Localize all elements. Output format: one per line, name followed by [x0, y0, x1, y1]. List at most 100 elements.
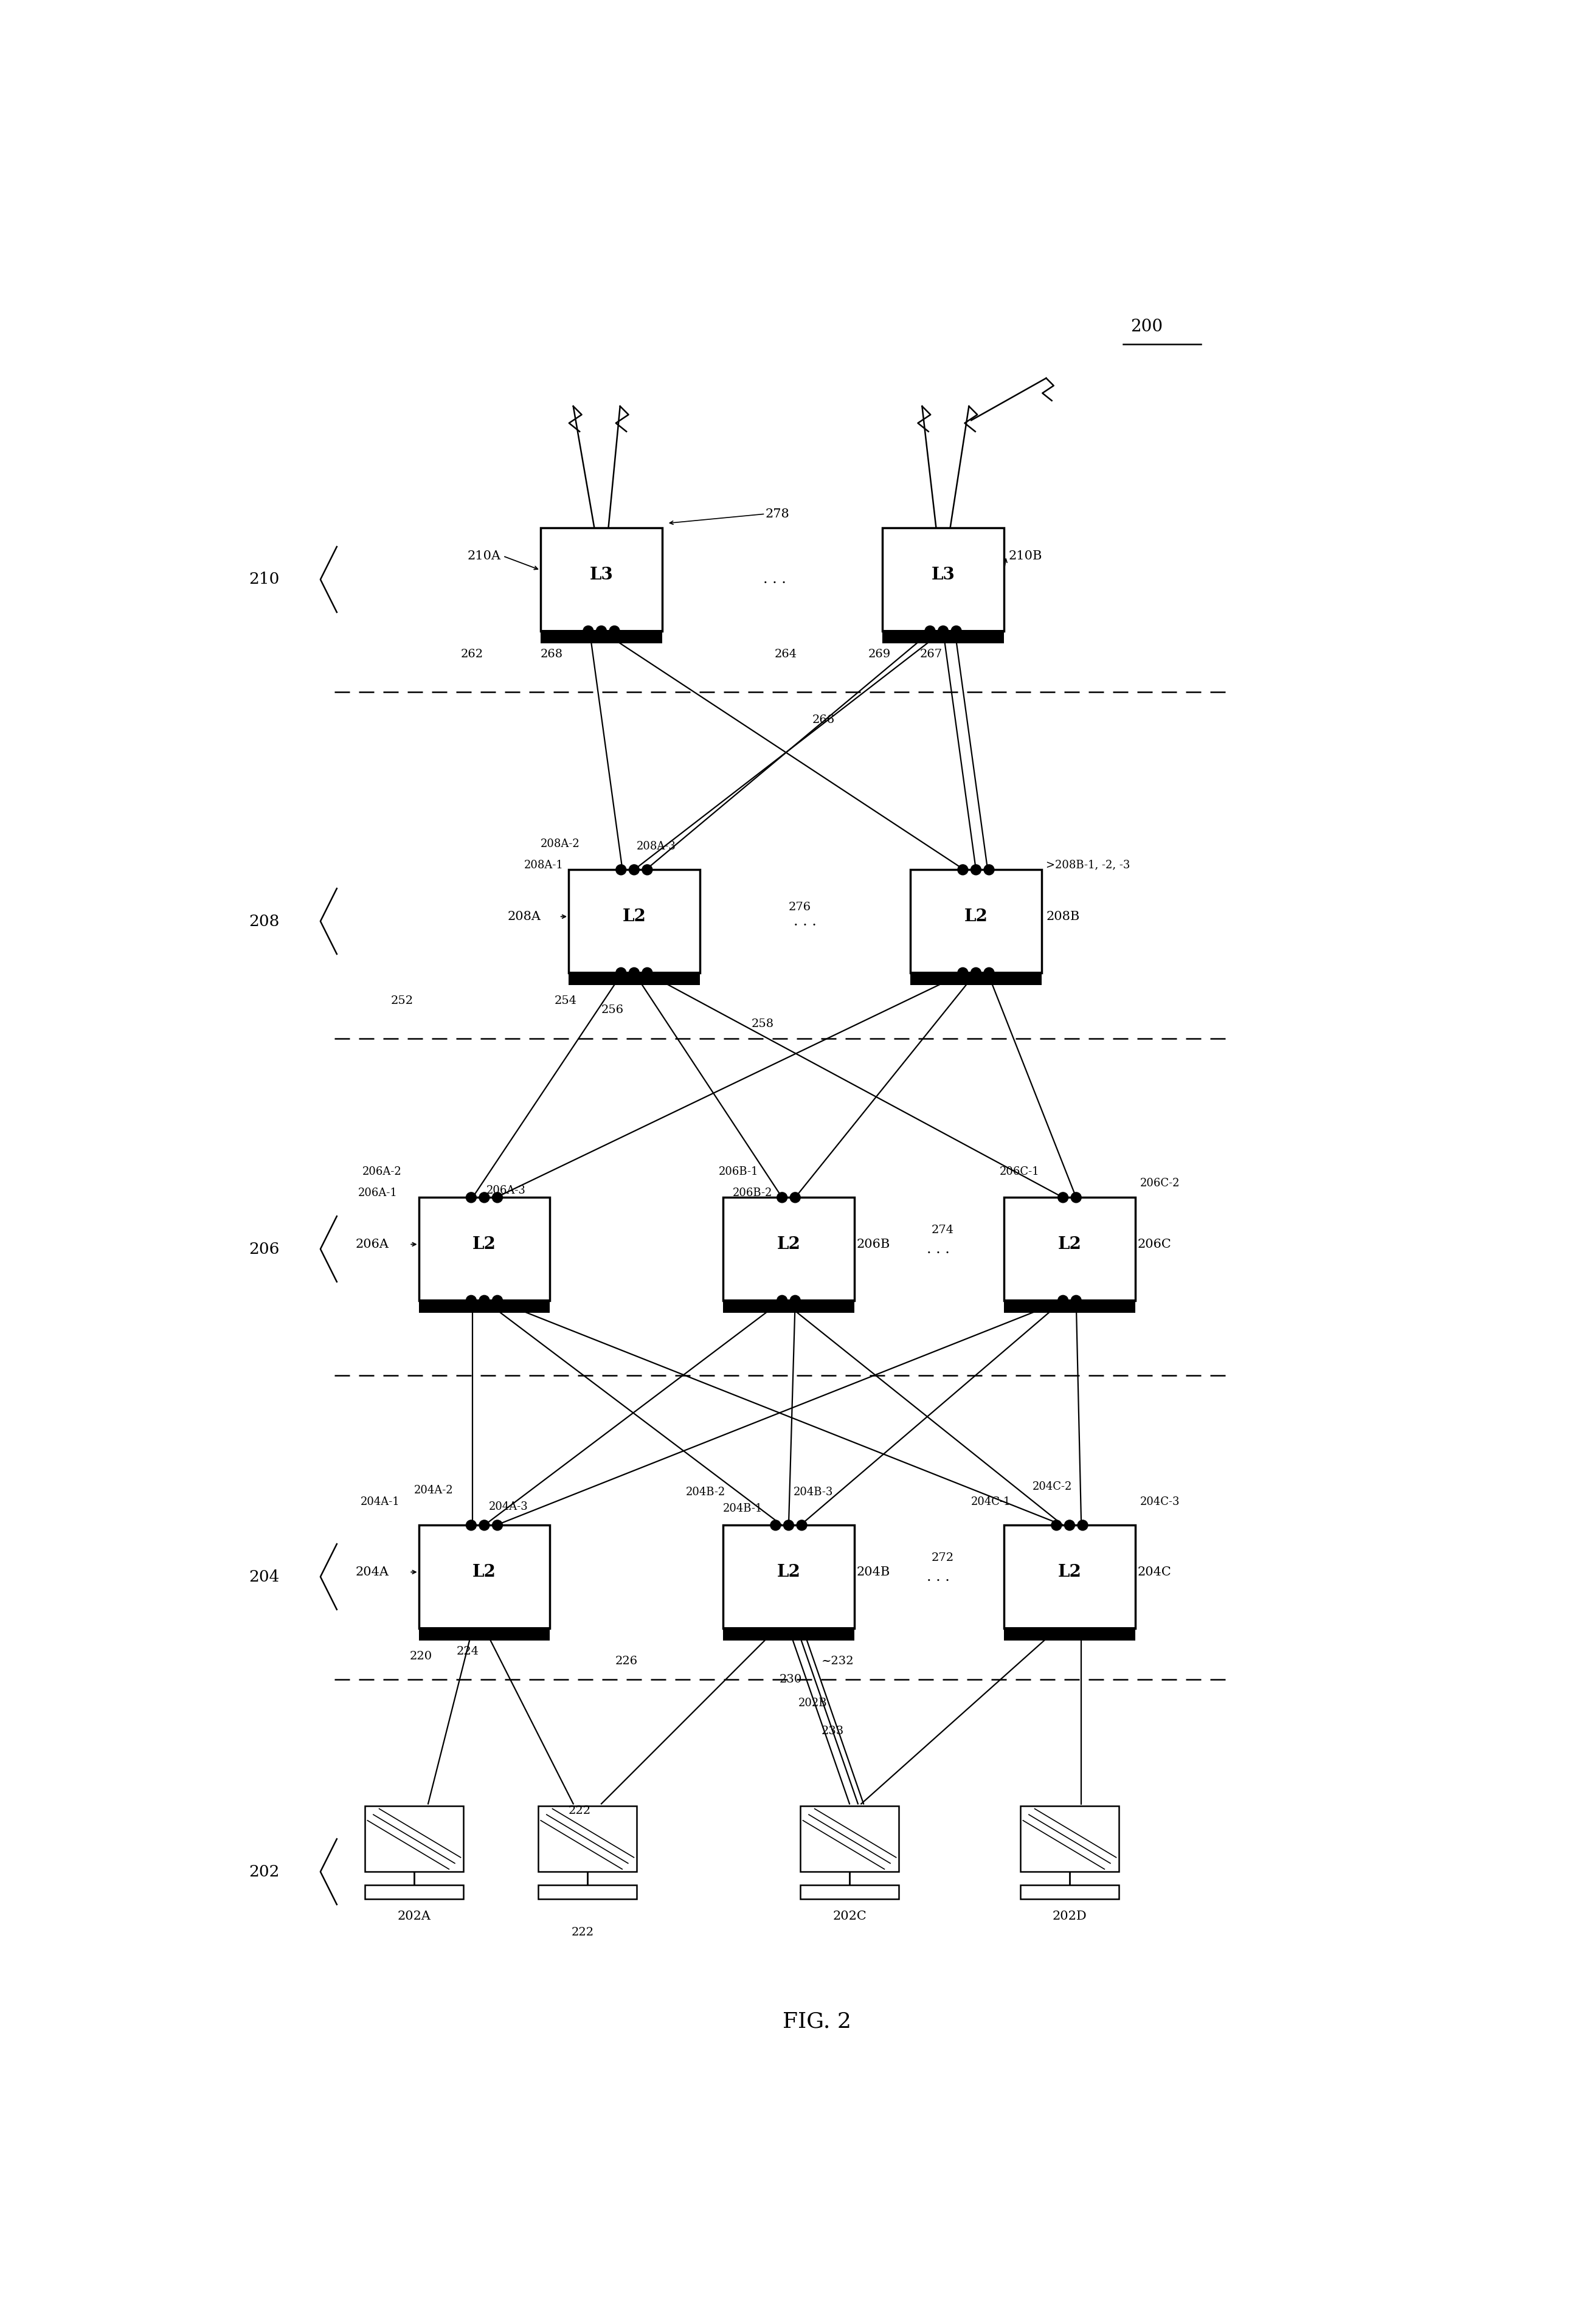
Text: 206: 206	[249, 1241, 279, 1257]
Circle shape	[777, 1192, 788, 1202]
Text: 200: 200	[1131, 318, 1163, 335]
Circle shape	[616, 967, 627, 978]
Bar	[911, 971, 1042, 985]
Bar	[723, 1299, 855, 1313]
Text: L2: L2	[963, 909, 987, 925]
Text: 226: 226	[616, 1655, 638, 1666]
Text: 272: 272	[931, 1552, 954, 1564]
FancyBboxPatch shape	[365, 1885, 463, 1899]
FancyBboxPatch shape	[882, 528, 1003, 632]
Circle shape	[957, 865, 968, 874]
FancyBboxPatch shape	[801, 1885, 898, 1899]
Text: 258: 258	[751, 1018, 774, 1030]
Text: 202A: 202A	[397, 1910, 431, 1922]
Text: 206A-3: 206A-3	[486, 1185, 526, 1197]
FancyBboxPatch shape	[419, 1197, 550, 1301]
Text: 278: 278	[766, 509, 790, 521]
Circle shape	[1070, 1294, 1081, 1306]
Text: 204A-3: 204A-3	[490, 1501, 528, 1513]
FancyBboxPatch shape	[538, 1806, 636, 1871]
Circle shape	[478, 1520, 490, 1532]
Text: 210B: 210B	[1008, 551, 1043, 562]
Bar	[541, 630, 662, 644]
Circle shape	[597, 625, 606, 637]
Circle shape	[1057, 1192, 1069, 1202]
Text: 204A-2: 204A-2	[415, 1485, 453, 1497]
FancyBboxPatch shape	[1003, 1525, 1136, 1629]
FancyBboxPatch shape	[801, 1806, 898, 1871]
Text: 220: 220	[410, 1650, 432, 1662]
FancyBboxPatch shape	[723, 1525, 855, 1629]
Text: 204C: 204C	[1137, 1566, 1171, 1578]
Text: L3: L3	[590, 567, 612, 583]
Text: 222: 222	[568, 1806, 592, 1817]
Circle shape	[984, 967, 994, 978]
Text: . . .: . . .	[927, 1241, 951, 1255]
FancyBboxPatch shape	[541, 528, 662, 632]
Circle shape	[957, 967, 968, 978]
Text: 206B-2: 206B-2	[732, 1188, 772, 1199]
Text: 206B-1: 206B-1	[718, 1167, 758, 1178]
Bar	[568, 971, 700, 985]
Text: 210: 210	[249, 572, 279, 588]
Circle shape	[971, 967, 981, 978]
Text: 210A: 210A	[467, 551, 501, 562]
Circle shape	[643, 967, 652, 978]
FancyBboxPatch shape	[1021, 1806, 1118, 1871]
Circle shape	[777, 1294, 788, 1306]
Text: 233: 233	[821, 1727, 844, 1736]
Circle shape	[643, 865, 652, 874]
Text: 204: 204	[249, 1569, 279, 1585]
Bar	[419, 1627, 550, 1641]
Text: 208A: 208A	[507, 911, 541, 923]
Text: >208B-1, -2, -3: >208B-1, -2, -3	[1046, 860, 1131, 871]
Circle shape	[609, 625, 619, 637]
Text: 269: 269	[868, 648, 892, 660]
Circle shape	[783, 1520, 794, 1532]
FancyBboxPatch shape	[1021, 1885, 1118, 1899]
FancyBboxPatch shape	[723, 1197, 855, 1301]
Text: L2: L2	[777, 1564, 801, 1580]
Bar	[1003, 1299, 1136, 1313]
Circle shape	[466, 1520, 477, 1532]
Circle shape	[616, 865, 627, 874]
Text: 204C-2: 204C-2	[1032, 1480, 1072, 1492]
Text: 208: 208	[249, 913, 279, 930]
Circle shape	[770, 1520, 780, 1532]
FancyBboxPatch shape	[365, 1806, 463, 1871]
Text: 206B: 206B	[857, 1239, 890, 1250]
Circle shape	[971, 865, 981, 874]
Circle shape	[628, 865, 640, 874]
Text: 254: 254	[555, 995, 577, 1006]
Circle shape	[493, 1520, 502, 1532]
Text: 204C-1: 204C-1	[971, 1497, 1011, 1508]
Circle shape	[628, 967, 640, 978]
Circle shape	[938, 625, 949, 637]
Circle shape	[790, 1294, 801, 1306]
Text: 202B: 202B	[798, 1699, 826, 1708]
Text: 204B-3: 204B-3	[793, 1487, 833, 1499]
FancyBboxPatch shape	[568, 869, 700, 974]
Text: L2: L2	[1057, 1564, 1081, 1580]
FancyBboxPatch shape	[1003, 1197, 1136, 1301]
Text: 208B: 208B	[1046, 911, 1080, 923]
Text: . . .: . . .	[794, 913, 817, 927]
Text: 206C: 206C	[1137, 1239, 1171, 1250]
Text: 262: 262	[461, 648, 483, 660]
Text: 266: 266	[812, 713, 834, 725]
Text: 204A: 204A	[356, 1566, 389, 1578]
Text: 204B-1: 204B-1	[723, 1504, 762, 1515]
Text: L2: L2	[1057, 1236, 1081, 1253]
Bar	[419, 1299, 550, 1313]
Text: . . .: . . .	[762, 572, 786, 586]
Text: 204B: 204B	[857, 1566, 890, 1578]
Text: L3: L3	[931, 567, 955, 583]
Circle shape	[1078, 1520, 1088, 1532]
FancyBboxPatch shape	[911, 869, 1042, 974]
Text: 206C-1: 206C-1	[1000, 1167, 1040, 1178]
Text: ~232: ~232	[821, 1655, 853, 1666]
Text: FIG. 2: FIG. 2	[783, 2010, 852, 2031]
Text: 204A-1: 204A-1	[360, 1497, 400, 1508]
Circle shape	[466, 1294, 477, 1306]
Circle shape	[796, 1520, 807, 1532]
